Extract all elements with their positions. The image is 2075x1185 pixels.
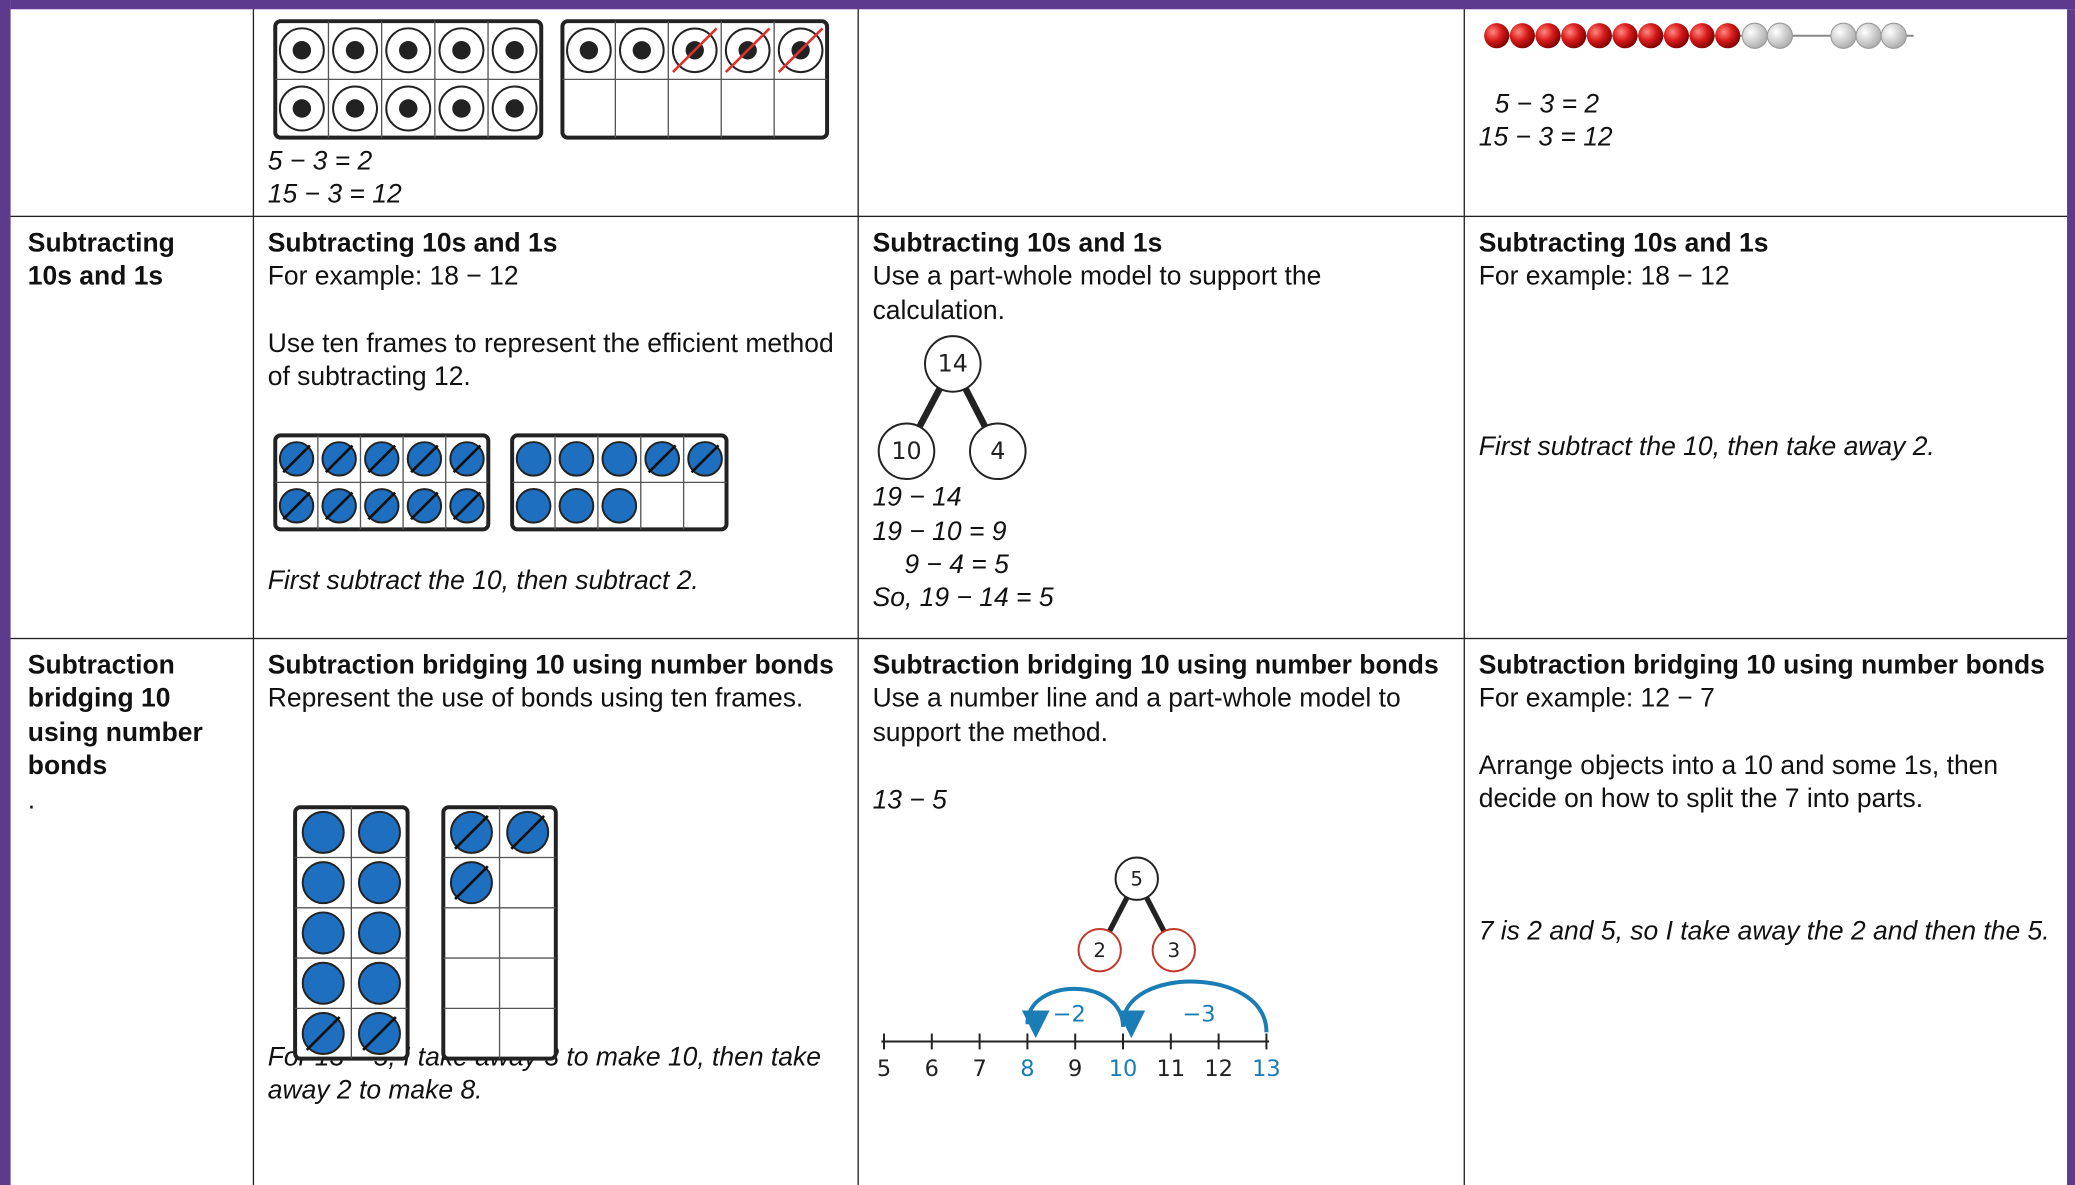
- row: Subtracting 10s and 1s Subtracting 10s a…: [4, 215, 2072, 640]
- cell: 5 − 3 = 2 15 − 3 = 12: [253, 3, 860, 218]
- text: Use a part-whole model to support the ca…: [872, 262, 1322, 326]
- heading: Subtracting 10s and 1s: [1478, 228, 1769, 259]
- working: 19 − 14: [872, 483, 962, 513]
- cell: Subtracting 10s and 1s: [4, 215, 255, 640]
- working: 19 − 10 = 9: [872, 516, 1007, 547]
- note: First subtract the 10, then subtract 2.: [267, 565, 699, 596]
- cell: Subtraction bridging 10 using number bon…: [1464, 637, 2072, 1185]
- text: For example: 18 − 12: [267, 262, 519, 292]
- note: For 13 – 5, I take away 3 to make 10, th…: [267, 1042, 821, 1106]
- heading: Subtracting 10s and 1s: [872, 228, 1163, 259]
- text: Arrange objects into a 10 and some 1s, t…: [1478, 751, 1999, 815]
- cell: Subtraction bridging 10 using number bon…: [858, 637, 1466, 1185]
- heading: Subtraction bridging 10 using number bon…: [872, 651, 1439, 681]
- cell: 5 − 3 = 2 15 − 3 = 12: [1464, 3, 2072, 218]
- cell: [4, 3, 255, 218]
- cell: Subtraction bridging 10 using number bon…: [4, 637, 255, 1185]
- cell: [858, 3, 1466, 218]
- cell: Subtracting 10s and 1s For example: 18 −…: [1464, 215, 2072, 640]
- text: For example: 18 − 12: [1478, 262, 1730, 292]
- equation: 5 − 3 = 2: [1494, 89, 1600, 119]
- cell: Subtracting 10s and 1s Use a part-whole …: [858, 215, 1466, 640]
- working: So, 19 − 14 = 5: [872, 584, 1054, 614]
- topic: Subtracting 10s and 1s: [27, 228, 175, 292]
- note: 7 is 2 and 5, so I take away the 2 and t…: [1478, 916, 2050, 946]
- working: 13 − 5: [872, 786, 947, 816]
- working: 9 − 4 = 5: [904, 550, 1009, 580]
- heading: Subtraction bridging 10 using number bon…: [1478, 651, 2045, 681]
- equation: 5 − 3 = 2: [267, 146, 373, 176]
- cell: Subtraction bridging 10 using number bon…: [253, 637, 860, 1185]
- note: First subtract the 10, then take away 2.: [1478, 432, 1935, 462]
- row: 5 − 3 = 2 15 − 3 = 12 5 − 3 = 2 15 − 3 =…: [4, 3, 2072, 218]
- cell: Subtracting 10s and 1s For example: 18 −…: [253, 215, 860, 640]
- topic-note: .: [27, 785, 36, 815]
- text: Use a number line and a part-whole model…: [872, 684, 1401, 748]
- text: Use ten frames to represent the efficien…: [267, 329, 834, 392]
- text: For example: 12 − 7: [1478, 684, 1715, 714]
- heading: Subtracting 10s and 1s: [267, 228, 558, 259]
- row: Subtraction bridging 10 using number bon…: [4, 637, 2072, 1185]
- equation: 15 − 3 = 12: [267, 179, 402, 209]
- heading: Subtraction bridging 10 using number bon…: [267, 651, 834, 681]
- equation: 15 − 3 = 12: [1478, 122, 1613, 153]
- topic: Subtraction bridging 10 using number bon…: [27, 651, 203, 782]
- text: Represent the use of bonds using ten fra…: [267, 684, 804, 714]
